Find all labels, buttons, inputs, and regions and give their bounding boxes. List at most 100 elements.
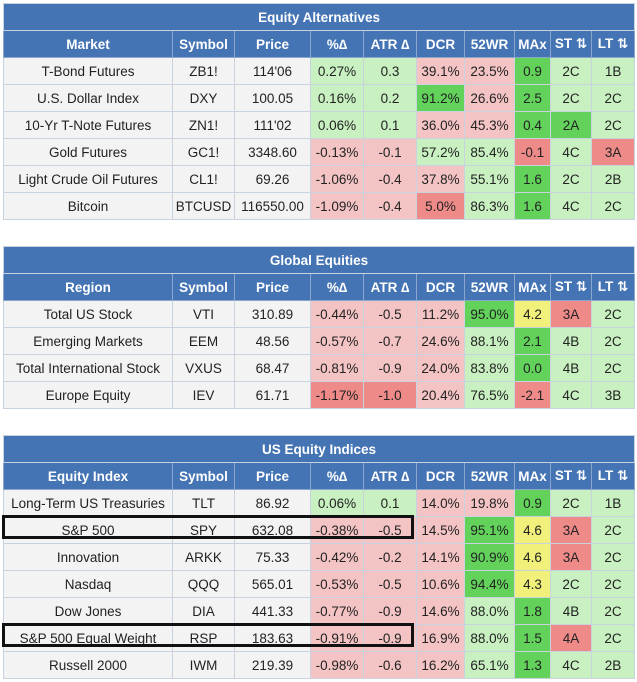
pct-change-cell: -0.77% — [310, 597, 364, 625]
name-cell: U.S. Dollar Index — [3, 84, 173, 112]
lt-cell: 2C — [590, 300, 636, 328]
column-header-dcr: DCR — [416, 462, 465, 490]
header-row: Equity Index Symbol Price %∆ ATR ∆ DCR 52WR MAx… — [3, 462, 636, 490]
st-cell: 3A — [550, 300, 592, 328]
52wr-cell: 86.3% — [464, 192, 515, 220]
dcr-cell: 36.0% — [416, 111, 465, 139]
pct-change-cell: -0.81% — [310, 354, 364, 382]
52wr-cell: 19.8% — [464, 489, 515, 517]
symbol-cell: ZN1! — [172, 111, 235, 139]
lt-cell: 2C — [590, 570, 636, 598]
name-cell: T-Bond Futures — [3, 57, 173, 85]
dcr-cell: 20.4% — [416, 381, 465, 409]
column-header-52wr: 52WR — [464, 30, 515, 58]
52wr-cell: 23.5% — [464, 57, 515, 85]
52wr-cell: 83.8% — [464, 354, 515, 382]
dcr-cell: 11.2% — [416, 300, 465, 328]
price-cell: 3348.60 — [234, 138, 311, 166]
section-title: Global Equities — [2, 246, 636, 274]
lt-cell: 3B — [590, 381, 636, 409]
column-header-52wr: 52WR — [464, 462, 515, 490]
column-header-st: ST ⇅ — [550, 30, 592, 58]
price-cell: 219.39 — [234, 651, 311, 679]
name-cell: Total International Stock — [3, 354, 173, 382]
max-cell: 1.5 — [514, 624, 551, 652]
section-title: US Equity Indices — [2, 435, 636, 463]
price-cell: 183.63 — [234, 624, 311, 652]
symbol-cell: DIA — [172, 597, 235, 625]
atr-change-cell: -0.4 — [363, 192, 417, 220]
lt-cell: 3A — [590, 138, 636, 166]
table-row-tlt: Long-Term US Treasuries TLT 86.92 0.06% 0.1 1… — [3, 489, 636, 517]
symbol-cell: CL1! — [172, 165, 235, 193]
equity-alternatives-table: Equity Alternatives Market Symbol Price %∆ AT… — [2, 3, 636, 220]
column-header-price: Price — [234, 462, 311, 490]
symbol-cell: GC1! — [172, 138, 235, 166]
price-cell: 441.33 — [234, 597, 311, 625]
max-cell: 0.9 — [514, 57, 551, 85]
dcr-cell: 14.5% — [416, 516, 465, 544]
column-header-name: Equity Index — [3, 462, 173, 490]
atr-change-cell: -0.5 — [363, 300, 417, 328]
price-cell: 632.08 — [234, 516, 311, 544]
table-row-btcusd: Bitcoin BTCUSD 116550.00 -1.09% -0.4 5.0% 86.3… — [3, 192, 636, 220]
column-header-name: Market — [3, 30, 173, 58]
lt-cell: 2C — [590, 327, 636, 355]
table-row-vti: Total US Stock VTI 310.89 -0.44% -0.5 11.2% 95… — [3, 300, 636, 328]
pct-change-cell: -0.42% — [310, 543, 364, 571]
dcr-cell: 10.6% — [416, 570, 465, 598]
column-header-atr-change: ATR ∆ — [363, 30, 417, 58]
dcr-cell: 57.2% — [416, 138, 465, 166]
52wr-cell: 95.1% — [464, 516, 515, 544]
column-header-lt: LT ⇅ — [590, 462, 636, 490]
dcr-cell: 24.6% — [416, 327, 465, 355]
name-cell: Nasdaq — [3, 570, 173, 598]
max-cell: 0.4 — [514, 111, 551, 139]
lt-cell: 2B — [590, 651, 636, 679]
atr-change-cell: 0.3 — [363, 57, 417, 85]
st-cell: 2C — [550, 489, 592, 517]
column-header-atr-change: ATR ∆ — [363, 273, 417, 301]
atr-change-cell: 0.1 — [363, 489, 417, 517]
lt-cell: 2C — [590, 354, 636, 382]
pct-change-cell: -0.53% — [310, 570, 364, 598]
column-header-atr-change: ATR ∆ — [363, 462, 417, 490]
st-cell: 4C — [550, 138, 592, 166]
name-cell: Total US Stock — [3, 300, 173, 328]
symbol-cell: RSP — [172, 624, 235, 652]
column-header-max: MAx — [514, 462, 551, 490]
pct-change-cell: -1.09% — [310, 192, 364, 220]
column-header-pct-change: %∆ — [310, 462, 364, 490]
lt-cell: 2C — [590, 624, 636, 652]
52wr-cell: 76.5% — [464, 381, 515, 409]
52wr-cell: 26.6% — [464, 84, 515, 112]
max-cell: 4.6 — [514, 543, 551, 571]
lt-cell: 2C — [590, 516, 636, 544]
max-cell: 4.3 — [514, 570, 551, 598]
st-cell: 2C — [550, 165, 592, 193]
name-cell: Long-Term US Treasuries — [3, 489, 173, 517]
52wr-cell: 95.0% — [464, 300, 515, 328]
dcr-cell: 14.0% — [416, 489, 465, 517]
st-cell: 4C — [550, 192, 592, 220]
table-row-iev: Europe Equity IEV 61.71 -1.17% -1.0 20.4% 76.5… — [3, 381, 636, 409]
52wr-cell: 55.1% — [464, 165, 515, 193]
atr-change-cell: -0.9 — [363, 597, 417, 625]
table-row-dxy: U.S. Dollar Index DXY 100.05 0.16% 0.2 91.2% 2… — [3, 84, 636, 112]
max-cell: 4.2 — [514, 300, 551, 328]
dcr-cell: 24.0% — [416, 354, 465, 382]
column-header-name: Region — [3, 273, 173, 301]
max-cell: 4.6 — [514, 516, 551, 544]
column-header-st: ST ⇅ — [550, 462, 592, 490]
lt-cell: 1B — [590, 57, 636, 85]
table-row-qqq: Nasdaq QQQ 565.01 -0.53% -0.5 10.6% 94.4% 4.3 2C… — [3, 570, 636, 598]
dcr-cell: 16.2% — [416, 651, 465, 679]
atr-change-cell: -0.1 — [363, 138, 417, 166]
st-cell: 2A — [550, 111, 592, 139]
atr-change-cell: 0.2 — [363, 84, 417, 112]
pct-change-cell: -0.57% — [310, 327, 364, 355]
lt-cell: 2C — [590, 543, 636, 571]
symbol-cell: TLT — [172, 489, 235, 517]
max-cell: 1.6 — [514, 165, 551, 193]
max-cell: -0.1 — [514, 138, 551, 166]
